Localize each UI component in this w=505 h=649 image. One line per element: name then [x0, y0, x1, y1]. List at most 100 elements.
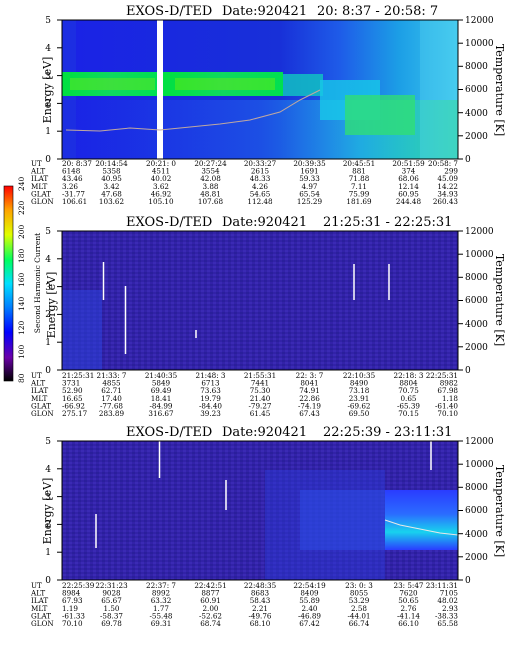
table-cell: -44.01 — [347, 611, 370, 620]
panel-1-date: Date:920421 — [222, 4, 307, 19]
panel-3-left-axis: 0 1 2 3 4 5 — [45, 437, 62, 586]
table-cell: 65.54 — [299, 189, 320, 198]
table-cell: 20:14:54 — [95, 159, 128, 168]
panel-1: EXOS-D/TED Date:920421 20: 8:37 - 20:58:… — [30, 4, 505, 206]
panel-3-orbit-table: UT 22:25:39 22:31:23 22:37: 7 22:42:51 22:48:… — [30, 581, 458, 628]
panel-1-ytick: 3 — [45, 72, 51, 82]
panel-1-ytick: 1 — [45, 127, 51, 137]
table-cell: 22:37: 7 — [146, 581, 176, 590]
panel-2-ytick-right: 2000 — [465, 343, 488, 353]
table-cell: 103.62 — [99, 197, 124, 206]
table-cell: 67.93 — [62, 596, 83, 605]
table-cell: 61.45 — [250, 409, 271, 418]
table-cell: 70.10 — [437, 409, 458, 418]
colorbar-tick: 180 — [17, 248, 26, 263]
table-cell: 244.48 — [396, 197, 422, 206]
table-row-label: MLT — [31, 394, 48, 403]
table-cell: 8984 — [62, 589, 81, 598]
table-cell: 8804 — [399, 379, 418, 388]
panel-3-ytick: 3 — [45, 493, 51, 503]
table-cell: 5358 — [102, 167, 121, 176]
table-cell: 70.75 — [398, 386, 419, 395]
table-row-label: ILAT — [31, 174, 48, 183]
panel-3-ytick: 4 — [45, 465, 51, 475]
table-row-label: MLT — [31, 182, 48, 191]
panel-1-title-prefix: EXOS-D/TED — [126, 4, 212, 19]
table-cell: 21:55:31 — [244, 371, 276, 380]
panel-1-left-axis: 0 1 2 3 4 5 — [45, 16, 62, 165]
colorbar: Second Harmonic Current 80 100 120 140 1… — [3, 176, 42, 383]
table-cell: 21:33: 7 — [97, 371, 127, 380]
table-cell: 8982 — [440, 379, 458, 388]
table-cell: 22:25:31 — [426, 371, 458, 380]
table-cell: 316.67 — [148, 409, 174, 418]
panel-2-ytick: 5 — [45, 227, 51, 237]
table-cell: 73.18 — [349, 386, 370, 395]
table-cell: 3.88 — [202, 182, 218, 191]
panel-1-ytick-right: 0 — [465, 155, 471, 165]
table-cell: 55.89 — [299, 596, 320, 605]
table-cell: 67.43 — [299, 409, 320, 418]
table-cell: -52.62 — [199, 611, 222, 620]
panel-2-ytick: 1 — [45, 338, 51, 348]
table-cell: 67.42 — [299, 619, 320, 628]
table-cell: 275.17 — [62, 409, 88, 418]
panel-1-ylabel-right: Temperature [K] — [493, 44, 505, 136]
panel-2-right-axis: 0 2000 4000 6000 8000 10000 12000 — [458, 227, 494, 376]
table-row-label: GLAT — [31, 401, 51, 410]
panel-1-ytick-right: 8000 — [465, 62, 488, 72]
table-cell: 68.10 — [250, 619, 271, 628]
table-cell: 4.97 — [301, 182, 317, 191]
table-cell: 73.63 — [200, 386, 221, 395]
table-cell: 7620 — [399, 589, 418, 598]
table-cell: 40.95 — [101, 174, 122, 183]
table-cell: 5849 — [152, 379, 171, 388]
table-cell: 14.22 — [437, 182, 458, 191]
panel-2-date: Date:920421 — [222, 215, 307, 230]
table-cell: 16.65 — [62, 394, 83, 403]
table-cell: 283.89 — [99, 409, 125, 418]
table-cell: 20:58: 7 — [428, 159, 458, 168]
table-row-label: ALT — [30, 167, 45, 176]
table-cell: -77.68 — [100, 401, 123, 410]
panel-2-ytick-right: 0 — [465, 366, 471, 376]
table-cell: 106.61 — [62, 197, 87, 206]
table-cell: -84.99 — [149, 401, 172, 410]
table-cell: -74.19 — [298, 401, 321, 410]
table-cell: 75.99 — [349, 189, 370, 198]
table-cell: 1.18 — [442, 394, 458, 403]
table-cell: 2.21 — [252, 604, 268, 613]
table-cell: 3554 — [201, 167, 220, 176]
table-cell: 20:27:24 — [194, 159, 227, 168]
table-cell: 69.78 — [101, 619, 122, 628]
panel-1-ytick: 2 — [45, 99, 51, 109]
panel-3: EXOS-D/TED Date:920421 22:25:39 - 23:11:… — [30, 425, 505, 628]
table-cell: -31.77 — [62, 189, 85, 198]
table-row-label: ALT — [30, 589, 45, 598]
panel-2-ytick: 0 — [45, 366, 51, 376]
table-cell: 22:31:23 — [95, 581, 128, 590]
table-cell: -79.27 — [248, 401, 271, 410]
table-cell: 18.41 — [151, 394, 172, 403]
table-cell: 22.86 — [299, 394, 320, 403]
table-cell: 181.69 — [346, 197, 372, 206]
panel-2-ytick-right: 6000 — [465, 296, 488, 306]
table-cell: -46.89 — [298, 611, 321, 620]
panel-2: EXOS-D/TED Date:920421 21:25:31 - 22:25:… — [30, 215, 505, 418]
panel-2-ytick-right: 4000 — [465, 320, 488, 330]
panel-1-ylabel: Energy [eV] — [41, 57, 54, 124]
table-cell: 3731 — [62, 379, 80, 388]
table-cell: 125.29 — [297, 197, 323, 206]
panel-3-ytick-right: 4000 — [465, 530, 488, 540]
table-cell: 42.08 — [200, 174, 221, 183]
table-cell: 23: 5:47 — [394, 581, 424, 590]
panel-2-ytick: 4 — [45, 255, 51, 265]
table-cell: 7.11 — [351, 182, 367, 191]
panel-2-ylabel: Energy [eV] — [45, 272, 58, 339]
table-cell: 7441 — [251, 379, 269, 388]
table-cell: 70.15 — [398, 409, 419, 418]
table-cell: 22:25:39 — [62, 581, 95, 590]
panel-2-ytick: 2 — [45, 310, 51, 320]
table-cell: -49.76 — [248, 611, 271, 620]
